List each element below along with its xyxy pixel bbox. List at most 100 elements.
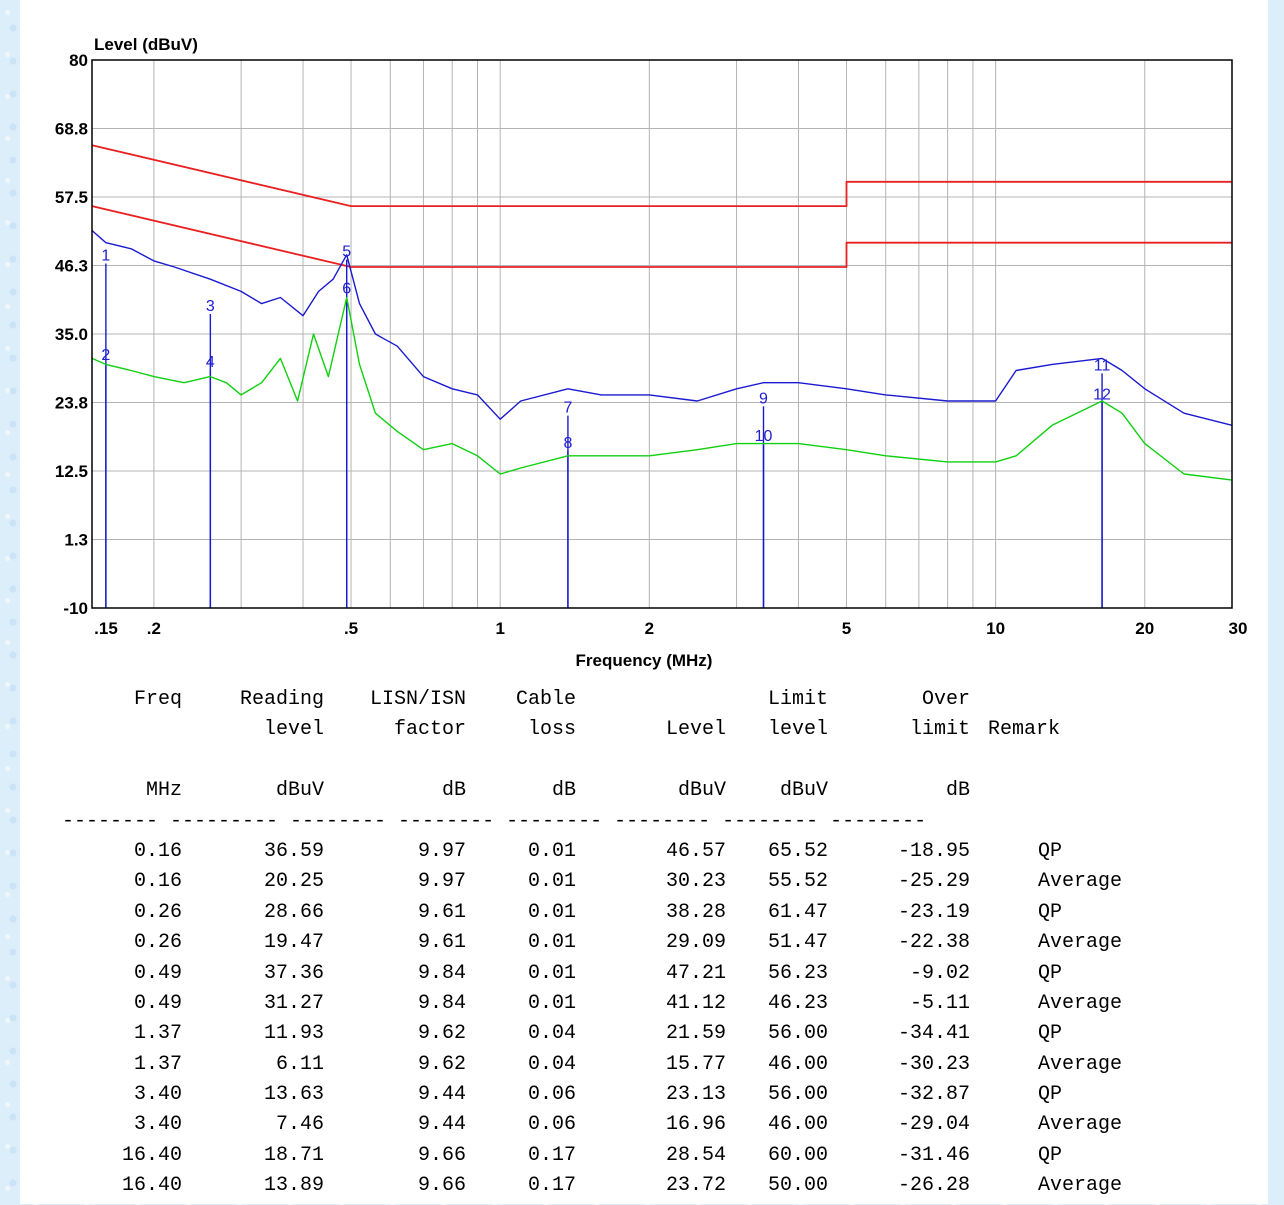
marker-label: 6 [342,281,351,298]
y-tick-labels: 80 68.8 57.5 46.3 35.0 23.8 12.5 1.3 -10 [55,51,88,618]
table-cell-3: 9.44 [417,1083,466,1107]
table-cell-3: 9.66 [417,1143,466,1167]
table-cell-6: 60.00 [767,1143,828,1167]
table-cell-7: -9.02 [909,961,970,985]
table-cell-6: 51.47 [767,931,828,955]
table-cell-1: 0.26 [133,931,182,955]
table-cell-3: 9.62 [417,1052,466,1076]
table-cell-4: 0.06 [527,1113,576,1137]
units-cell-3: dB [441,779,466,803]
marker-label: 5 [342,244,351,261]
y-tick-label: 68.8 [55,120,88,139]
table-cell-5: 29.09 [665,931,726,955]
x-tick-labels: .15 .2 .5 1 2 5 10 20 30 [94,619,1247,638]
table-cell-3: 9.61 [417,900,466,924]
y-tick-label: 46.3 [55,257,88,276]
measurement-traces [91,229,1233,481]
table-cell-8: QP [1038,1083,1063,1107]
table-cell-1: 0.16 [133,839,182,863]
table-cell-6: 61.47 [767,900,828,924]
y-tick-label: 35.0 [55,325,88,344]
marker-label: 4 [206,354,215,371]
y-tick-label: 80 [69,51,88,70]
marker-label: 10 [755,428,773,445]
table-cell-2: 31.27 [263,991,324,1015]
table-cell-8: QP [1038,961,1063,985]
table-cell-8: Average [1038,991,1123,1015]
table-cell-4: 0.01 [527,931,576,955]
table-cell-6: 46.00 [767,1052,828,1076]
header-1-cell-2: Reading [239,688,324,711]
header-1-cell-3: LISN/ISN [369,688,466,711]
table-spacer [20,749,1268,779]
table-cell-2: 20.25 [263,870,324,894]
trace-line [91,229,1233,426]
x-tick-label: .5 [344,619,358,638]
limit-lines [91,144,1232,268]
table-cell-7: -25.29 [897,870,970,894]
header-2-cell-2: level [263,718,324,742]
y-tick-label: 12.5 [55,462,88,481]
table-cell-1: 0.49 [133,961,182,985]
marker-label: 11 [1094,357,1111,374]
table-cell-2: 28.66 [263,900,324,924]
marker-label: 7 [563,400,572,417]
table-cell-7: -34.41 [897,1022,970,1046]
table-row: 0.16 20.25 9.97 0.01 30.23 55.52 -25.29 Average [20,870,1268,900]
table-cell-1: 0.26 [133,900,182,924]
table-cell-5: 23.72 [665,1174,726,1198]
table-cell-7: -31.46 [897,1143,970,1167]
table-cell-8: Average [1038,1113,1123,1137]
table-row: 16.40 13.89 9.66 0.17 23.72 50.00 -26.28 Averag… [20,1174,1268,1204]
table-cell-5: 38.28 [665,900,726,924]
header-2-cell-3: factor [393,718,466,742]
units-cell-2: dBuV [275,779,324,803]
header-1-cell-6: Limit [767,688,828,711]
table-cell-2: 6.11 [275,1052,324,1076]
table-header-row-2: level factor loss Level level limit Remark [20,718,1268,748]
chart-grid [92,60,1232,608]
table-cell-3: 9.97 [417,839,466,863]
units-cell-1: MHz [145,779,182,803]
table-cell-5: 15.77 [665,1052,726,1076]
table-cell-1: 16.40 [121,1143,182,1167]
table-row: 0.16 36.59 9.97 0.01 46.57 65.52 -18.95 QP [20,840,1268,870]
table-cell-5: 21.59 [665,1022,726,1046]
plot-frame [91,59,1233,609]
table-cell-1: 0.16 [133,870,182,894]
table-cell-6: 56.00 [767,1083,828,1107]
header-1-cell-4: Cable [515,688,576,711]
table-row: 1.37 11.93 9.62 0.04 21.59 56.00 -34.41 QP [20,1022,1268,1052]
limit-line [91,205,1232,268]
x-tick-label: .15 [94,619,118,638]
x-tick-label: 1 [495,619,504,638]
table-cell-2: 11.93 [263,1022,324,1046]
table-header-row-1: Freq Reading LISN/ISN Cable Limit Over [20,688,1268,718]
table-cell-5: 47.21 [665,961,726,985]
table-cell-4: 0.01 [527,870,576,894]
table-cell-8: QP [1038,1143,1063,1167]
limit-line [91,144,1232,208]
table-row: 1.37 6.11 9.62 0.04 15.77 46.00 -30.23 Average [20,1053,1268,1083]
table-cell-4: 0.01 [527,991,576,1015]
table-cell-7: -26.28 [897,1174,970,1198]
table-cell-5: 16.96 [665,1113,726,1137]
units-cell-7: dB [945,779,970,803]
x-tick-label: 10 [986,619,1005,638]
table-body: 0.16 36.59 9.97 0.01 46.57 65.52 -18.95 QP 0.16 2… [20,840,1268,1205]
table-row: 0.26 28.66 9.61 0.01 38.28 61.47 -23.19 QP [20,901,1268,931]
table-units-row: MHz dBuV dB dB dBuV dBuV dB [20,779,1268,809]
x-tick-label: 30 [1229,619,1248,638]
table-cell-4: 0.04 [527,1052,576,1076]
marker-label: 1 [101,248,110,265]
y-axis-label: Level (dBuV) [94,35,198,54]
table-row: 0.26 19.47 9.61 0.01 29.09 51.47 -22.38 Average [20,931,1268,961]
table-cell-5: 28.54 [665,1143,726,1167]
table-cell-5: 46.57 [665,839,726,863]
measurement-table: Freq Reading LISN/ISN Cable Limit Over level f… [20,688,1268,1205]
table-row: 16.40 18.71 9.66 0.17 28.54 60.00 -31.46 QP [20,1144,1268,1174]
table-cell-6: 56.00 [767,1022,828,1046]
table-cell-1: 1.37 [133,1022,182,1046]
marker-lines [105,259,1103,608]
table-cell-8: Average [1038,1174,1123,1198]
